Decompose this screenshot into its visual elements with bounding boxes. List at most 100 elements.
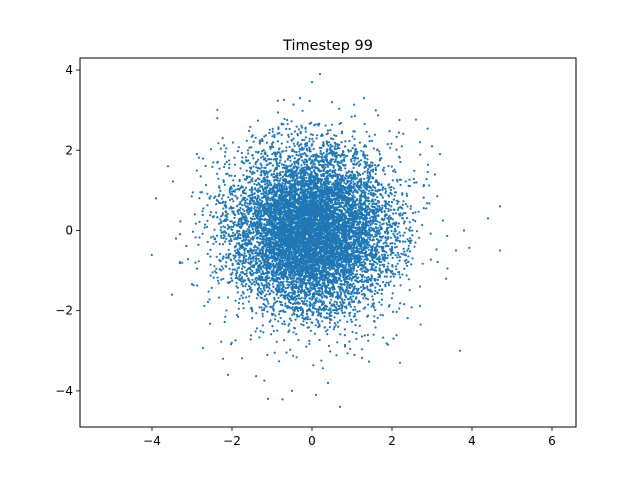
data-point bbox=[341, 299, 344, 302]
data-point bbox=[421, 262, 424, 265]
data-point bbox=[250, 290, 253, 294]
data-point bbox=[387, 194, 390, 197]
data-point bbox=[285, 149, 288, 152]
data-point bbox=[239, 206, 242, 210]
data-point bbox=[209, 214, 212, 217]
data-point bbox=[376, 278, 379, 282]
data-point bbox=[363, 170, 366, 173]
data-point bbox=[240, 160, 244, 163]
data-point bbox=[319, 312, 323, 315]
data-point bbox=[371, 164, 374, 167]
data-point bbox=[315, 137, 318, 140]
data-point bbox=[263, 307, 266, 310]
data-point bbox=[374, 109, 377, 112]
data-point bbox=[219, 252, 222, 255]
data-point bbox=[343, 179, 346, 182]
data-point bbox=[270, 208, 273, 211]
data-point bbox=[340, 307, 343, 310]
data-point bbox=[198, 197, 201, 200]
data-point bbox=[237, 307, 240, 310]
data-point bbox=[399, 160, 402, 164]
data-point bbox=[275, 300, 279, 303]
data-point bbox=[410, 306, 413, 309]
data-point bbox=[332, 182, 335, 185]
data-point bbox=[275, 293, 278, 296]
data-point bbox=[367, 192, 370, 195]
data-point bbox=[231, 141, 234, 144]
data-point bbox=[228, 174, 231, 177]
data-point bbox=[354, 279, 357, 282]
data-point bbox=[274, 198, 277, 201]
data-point bbox=[369, 223, 372, 226]
data-point bbox=[247, 258, 250, 261]
data-point bbox=[378, 301, 381, 304]
data-point bbox=[390, 245, 394, 248]
data-point bbox=[374, 198, 377, 201]
data-point bbox=[178, 233, 182, 236]
data-point bbox=[283, 320, 286, 323]
data-point bbox=[234, 194, 237, 197]
data-point bbox=[278, 360, 281, 363]
data-point bbox=[388, 220, 391, 223]
data-point bbox=[251, 310, 254, 313]
data-point bbox=[361, 356, 364, 359]
data-point bbox=[290, 319, 293, 322]
data-point bbox=[348, 140, 351, 143]
data-point bbox=[258, 178, 261, 181]
data-point bbox=[402, 132, 405, 135]
data-point bbox=[258, 183, 261, 186]
data-point bbox=[206, 240, 209, 244]
data-point bbox=[228, 163, 231, 166]
data-point bbox=[265, 194, 268, 197]
data-point bbox=[220, 226, 223, 229]
data-point bbox=[314, 287, 317, 291]
data-point bbox=[265, 160, 268, 163]
data-point bbox=[204, 223, 207, 226]
data-point bbox=[219, 189, 222, 192]
data-point bbox=[305, 168, 308, 171]
data-point bbox=[212, 161, 215, 164]
data-point bbox=[304, 130, 307, 133]
data-point bbox=[277, 148, 280, 151]
data-point bbox=[301, 109, 304, 112]
data-point bbox=[249, 257, 252, 260]
data-point bbox=[212, 235, 215, 238]
data-point bbox=[225, 253, 228, 256]
data-point bbox=[233, 163, 237, 166]
data-point bbox=[398, 231, 401, 234]
data-point bbox=[198, 220, 201, 223]
data-point bbox=[362, 150, 365, 154]
data-point bbox=[263, 298, 266, 301]
data-point bbox=[381, 196, 384, 199]
data-point bbox=[281, 322, 284, 325]
data-point bbox=[215, 234, 219, 237]
data-point bbox=[245, 169, 248, 172]
data-point bbox=[273, 133, 276, 137]
data-point bbox=[374, 289, 377, 292]
data-point bbox=[283, 259, 286, 262]
data-point bbox=[308, 339, 311, 343]
data-point bbox=[390, 165, 393, 168]
data-point bbox=[389, 216, 392, 219]
data-point bbox=[381, 253, 384, 256]
data-point bbox=[378, 275, 381, 278]
data-point bbox=[274, 265, 277, 269]
data-point bbox=[265, 293, 268, 296]
data-point bbox=[251, 177, 254, 180]
data-point bbox=[253, 280, 256, 283]
data-point bbox=[311, 137, 314, 141]
data-point bbox=[279, 316, 282, 320]
data-point bbox=[330, 298, 333, 301]
data-point bbox=[194, 222, 197, 225]
data-point bbox=[239, 211, 242, 214]
data-point bbox=[350, 267, 353, 270]
data-point bbox=[240, 283, 243, 286]
data-point bbox=[338, 107, 341, 110]
data-point bbox=[353, 312, 356, 315]
data-point bbox=[373, 133, 376, 136]
data-point bbox=[276, 140, 280, 143]
data-point bbox=[295, 356, 298, 359]
data-point bbox=[376, 262, 379, 265]
data-point bbox=[356, 310, 359, 313]
